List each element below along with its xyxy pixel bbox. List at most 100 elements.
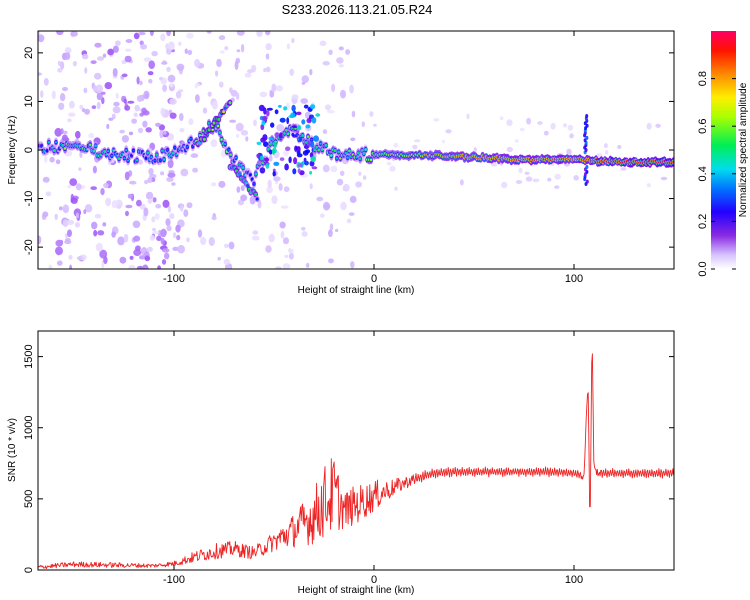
spectrogram-cell — [70, 197, 78, 204]
spectrogram-cell — [297, 163, 303, 168]
spectrogram-cell — [229, 87, 233, 94]
spectrogram-cell — [175, 91, 182, 99]
spectrogram-cell — [240, 43, 245, 53]
spectrogram-cell — [151, 50, 158, 57]
spectrogram-cell — [267, 148, 270, 151]
spectrogram-cell — [167, 41, 175, 51]
spectrogram-cell — [139, 80, 143, 86]
spectrogram-cell — [183, 209, 189, 218]
spectrogram-cell — [150, 156, 153, 159]
spectrogram-cell — [166, 66, 171, 72]
spectrogram-cell — [115, 92, 119, 99]
spectrogram-cell — [234, 60, 239, 70]
spectrogram-cell — [301, 119, 306, 125]
spectrogram-cell — [257, 199, 262, 209]
colorbar-tick-label: 0.8 — [697, 71, 709, 86]
spectrogram-cell — [148, 60, 155, 69]
spectrogram-cell — [344, 152, 347, 154]
spectrogram-cell — [254, 173, 257, 175]
spectrogram-cell — [357, 152, 360, 154]
x-tick-label: -100 — [163, 273, 185, 285]
spectrogram-cell — [566, 148, 572, 155]
spectrogram-cell — [175, 224, 181, 233]
spectrogram-cell — [152, 230, 160, 234]
spectrogram-cell — [138, 159, 144, 165]
spectrogram-cell — [268, 233, 275, 243]
spectrogram-cell — [171, 152, 175, 155]
spectrogram-cell — [83, 209, 87, 215]
spectrogram-cell — [161, 248, 170, 253]
spectrogram-cell — [322, 164, 330, 173]
spectrogram-cell — [296, 134, 299, 137]
spectrogram-cell — [261, 120, 266, 126]
spectrogram-cell — [373, 123, 377, 127]
spectrogram-cell — [660, 176, 668, 181]
x-tick-label: 0 — [371, 273, 377, 285]
spectrogram-cell — [460, 179, 464, 186]
spectrogram-cell — [42, 211, 49, 218]
spectrogram-cell — [38, 31, 41, 36]
spectrogram-cell — [340, 201, 347, 211]
snr-background — [38, 331, 674, 570]
spectrogram-cell — [307, 140, 311, 147]
spectrogram-cell — [259, 167, 266, 174]
spectrogram-cell — [297, 168, 301, 174]
spectrogram-cell — [554, 173, 561, 180]
spectrogram-cell — [490, 162, 498, 167]
spectrogram-cell — [153, 159, 157, 162]
spectrogram-cell — [147, 177, 153, 184]
spectrogram-cell — [351, 110, 356, 118]
spectrogram-cell — [100, 91, 106, 95]
spectrogram-cell — [123, 98, 127, 104]
spectrogram-cell — [364, 148, 367, 151]
spectrogram-cell — [655, 123, 661, 128]
spectrogram-cell — [103, 182, 109, 189]
spectrogram-cell — [68, 254, 73, 260]
spectrogram-cell — [94, 144, 97, 147]
spectrogram-cell — [108, 117, 114, 121]
spectrogram-cell — [393, 142, 399, 148]
spectrogram-cell — [338, 64, 345, 68]
spectrogram-cell — [38, 72, 43, 76]
spectrogram-cell — [291, 37, 295, 44]
spectrogram-cell — [159, 76, 163, 81]
spectrogram-cell — [92, 150, 96, 153]
spectrogram-cell — [188, 118, 194, 126]
spectrogram-cell — [445, 129, 452, 134]
spectrogram-cell — [136, 199, 142, 207]
spectrogram-cell — [53, 149, 56, 152]
spectrogram-cell — [90, 186, 97, 191]
spectrogram-cell — [563, 123, 567, 128]
spectrogram-cell — [386, 161, 392, 166]
spectrogram-cell — [273, 141, 277, 149]
spectrogram-cell — [224, 143, 227, 146]
spectrogram-cell — [103, 256, 108, 265]
spectrogram-cell — [91, 221, 98, 230]
spectrogram-cell — [346, 218, 352, 224]
spectrogram-cell — [179, 128, 185, 133]
spectrogram-cell — [218, 180, 226, 188]
spectrogram-cell — [269, 143, 272, 145]
spectrogram-cell — [567, 124, 574, 131]
spectrogram-cell — [113, 101, 120, 107]
spectrogram-cell — [145, 127, 152, 133]
spectrogram-cell — [271, 195, 278, 205]
spectrogram-cell — [161, 61, 168, 65]
spectrogram-cell — [137, 127, 144, 134]
spectrogram-cell — [94, 42, 102, 48]
spectrogram-cell — [167, 205, 172, 213]
spectrogram-cell — [124, 171, 130, 181]
spectrogram-cell — [127, 193, 133, 199]
spectrogram-cell — [166, 148, 169, 151]
spectrogram-cell — [177, 244, 185, 254]
spectrogram-cell — [62, 86, 68, 92]
y-tick-label: -10 — [23, 191, 35, 207]
spectrogram-cell — [147, 198, 153, 204]
spectrogram-cell — [301, 75, 309, 83]
spectrogram-cell — [135, 245, 141, 252]
spectrogram-cell — [115, 40, 121, 46]
spectrogram-cell — [306, 117, 312, 124]
spectrogram-cell — [272, 171, 276, 177]
spectrogram-cell — [51, 90, 56, 100]
spectrogram-cell — [271, 83, 277, 93]
